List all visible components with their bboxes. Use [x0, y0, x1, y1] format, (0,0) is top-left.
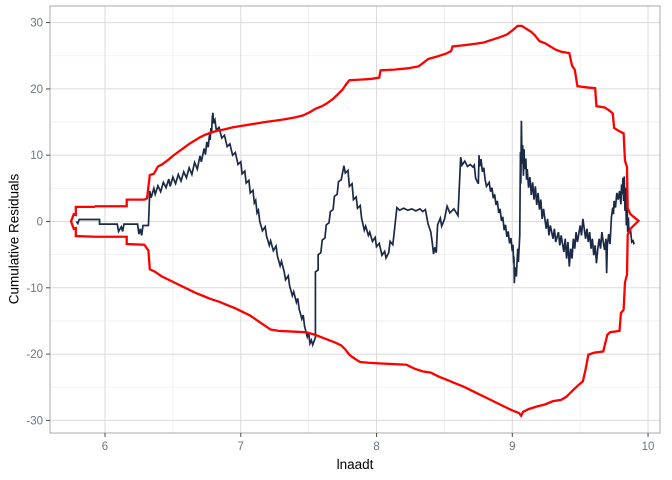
x-tick-label: 9	[509, 441, 515, 453]
y-tick-label: -20	[26, 349, 43, 361]
y-tick-label: 20	[30, 84, 43, 96]
y-tick-label: -30	[26, 415, 43, 427]
x-tick-label: 10	[642, 441, 655, 453]
y-tick-label: -10	[26, 283, 43, 295]
y-tick-label: 30	[30, 18, 43, 30]
panel-border	[49, 5, 661, 434]
x-tick-label: 8	[373, 441, 379, 453]
cumulative-residuals-line	[75, 112, 636, 348]
x-tick-label: 7	[238, 441, 244, 453]
y-tick-label: 0	[37, 216, 43, 228]
x-axis-title: lnaadt	[336, 457, 374, 472]
confidence-envelope-curve	[69, 24, 641, 418]
y-axis-title: Cumulative Residuals	[6, 173, 22, 305]
x-tick-label: 6	[102, 441, 108, 453]
y-tick-label: 10	[30, 150, 43, 162]
